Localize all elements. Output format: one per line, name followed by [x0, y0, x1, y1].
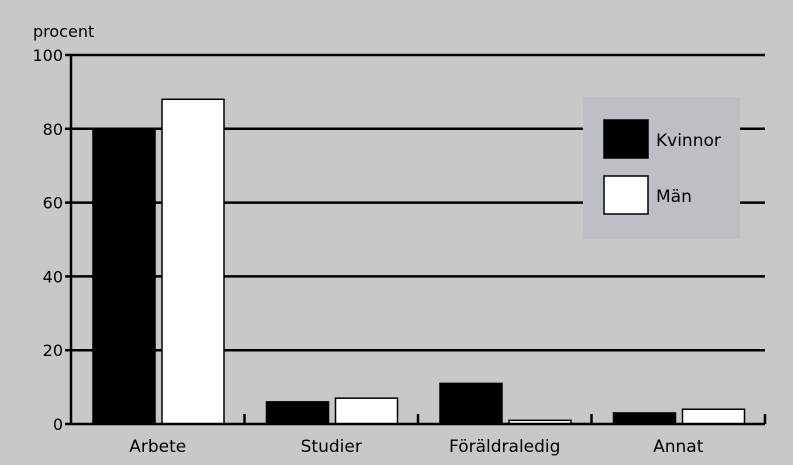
bar — [439, 382, 503, 425]
y-tick-label: 80 — [43, 120, 63, 139]
legend-box — [583, 97, 740, 239]
bar — [161, 98, 225, 425]
y-tick-label: 60 — [43, 194, 63, 213]
x-tick-labels: Arbete Studier Föräldraledig Annat — [129, 437, 703, 457]
legend-swatch — [603, 175, 649, 215]
bar — [265, 401, 330, 425]
y-tick-label: 100 — [32, 46, 63, 65]
bar — [612, 412, 677, 425]
y-tick-label: 40 — [43, 267, 63, 286]
bar — [92, 128, 156, 425]
legend: Kvinnor Män — [583, 97, 740, 239]
x-tick-label: Studier — [301, 437, 362, 457]
legend-label: Män — [656, 187, 692, 207]
y-tick-labels: 0 20 40 60 80 100 — [32, 46, 63, 434]
bars — [92, 98, 746, 425]
legend-label: Kvinnor — [656, 131, 721, 151]
x-tick-label: Annat — [653, 437, 704, 457]
axes — [65, 53, 767, 426]
bar — [681, 408, 746, 425]
y-axis-label: procent — [33, 22, 94, 41]
bar — [334, 397, 399, 425]
y-tick-label: 0 — [53, 415, 63, 434]
x-tick-label: Arbete — [129, 437, 186, 457]
y-tick-label: 20 — [43, 341, 63, 360]
legend-swatch — [603, 119, 649, 159]
x-tick-label: Föräldraledig — [449, 437, 560, 457]
